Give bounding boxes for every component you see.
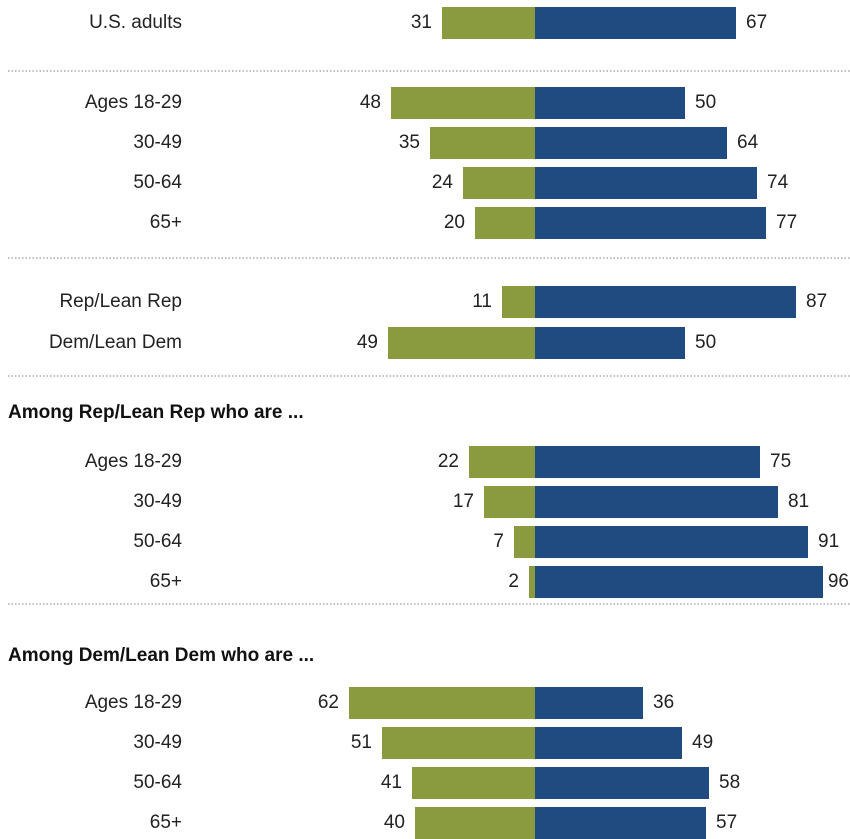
left-bar (475, 207, 535, 239)
left-value-label: 22 (438, 451, 459, 472)
left-bar (463, 167, 535, 199)
row-label: 50-64 (133, 172, 182, 193)
right-value-label: 96 (828, 571, 849, 592)
left-bar (388, 327, 535, 359)
right-bar (535, 807, 706, 839)
row-label: 30-49 (133, 491, 182, 512)
row-label: 50-64 (133, 772, 182, 793)
right-value-label: 50 (695, 92, 716, 113)
right-value-label: 77 (776, 212, 797, 233)
left-bar (412, 767, 535, 799)
left-value-label: 2 (508, 571, 519, 592)
right-value-label: 36 (653, 692, 674, 713)
section-heading: Among Rep/Lean Rep who are ... (8, 402, 304, 423)
row-label: U.S. adults (89, 12, 182, 33)
row-label: 50-64 (133, 531, 182, 552)
row-label: Dem/Lean Dem (49, 332, 182, 353)
left-value-label: 51 (351, 732, 372, 753)
left-bar (391, 87, 535, 119)
left-value-label: 20 (444, 212, 465, 233)
right-bar (535, 327, 685, 359)
right-value-label: 74 (767, 172, 789, 193)
right-value-label: 81 (788, 491, 809, 512)
right-bar (535, 87, 685, 119)
right-bar (535, 486, 778, 518)
left-value-label: 17 (453, 491, 474, 512)
left-value-label: 7 (493, 531, 504, 552)
left-value-label: 31 (411, 12, 432, 33)
row-label: 65+ (150, 812, 182, 833)
right-bar (535, 446, 760, 478)
right-value-label: 87 (806, 291, 827, 312)
row-label: 30-49 (133, 132, 182, 153)
section-heading: Among Dem/Lean Dem who are ... (8, 645, 314, 666)
right-bar (535, 127, 727, 159)
left-bar (484, 486, 535, 518)
left-bar (415, 807, 535, 839)
left-bar (514, 526, 535, 558)
left-value-label: 62 (318, 692, 339, 713)
left-bar (349, 687, 535, 719)
left-value-label: 49 (357, 332, 378, 353)
left-bar (529, 566, 535, 598)
left-bar (502, 286, 535, 318)
row-label: 30-49 (133, 732, 182, 753)
left-value-label: 11 (472, 291, 492, 312)
row-label: 65+ (150, 571, 182, 592)
right-bar (535, 687, 643, 719)
left-value-label: 24 (432, 172, 454, 193)
right-value-label: 91 (818, 531, 839, 552)
right-bar (535, 526, 808, 558)
left-value-label: 41 (381, 772, 402, 793)
right-bar (535, 167, 757, 199)
right-bar (535, 286, 796, 318)
right-value-label: 50 (695, 332, 716, 353)
left-bar (430, 127, 535, 159)
right-bar (535, 566, 823, 598)
row-label: Ages 18-29 (85, 692, 182, 713)
right-bar (535, 207, 766, 239)
right-value-label: 64 (737, 132, 759, 153)
left-bar (442, 7, 535, 39)
right-value-label: 75 (770, 451, 791, 472)
left-bar (469, 446, 535, 478)
right-bar (535, 7, 736, 39)
left-bar (382, 727, 535, 759)
left-value-label: 35 (399, 132, 420, 153)
right-value-label: 49 (692, 732, 713, 753)
right-value-label: 57 (716, 812, 737, 833)
right-value-label: 58 (719, 772, 740, 793)
right-value-label: 67 (746, 12, 767, 33)
row-label: Rep/Lean Rep (59, 291, 182, 312)
left-value-label: 40 (384, 812, 405, 833)
row-label: Ages 18-29 (85, 92, 182, 113)
left-value-label: 48 (360, 92, 381, 113)
right-bar (535, 727, 682, 759)
row-label: 65+ (150, 212, 182, 233)
right-bar (535, 767, 709, 799)
row-label: Ages 18-29 (85, 451, 182, 472)
